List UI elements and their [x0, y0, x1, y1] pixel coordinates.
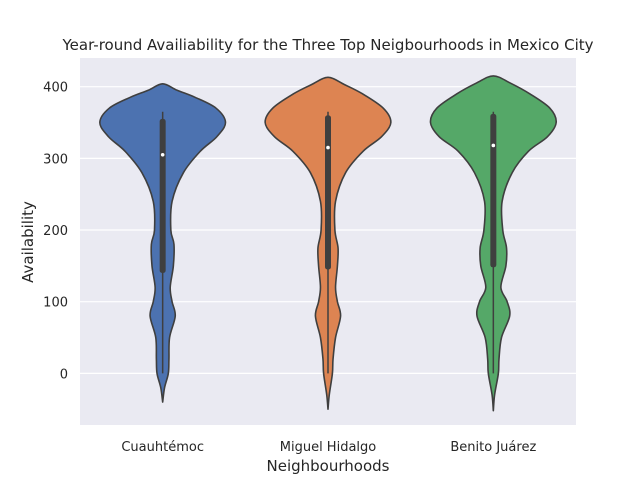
violin-iqr-box-0: [159, 118, 166, 274]
x-tick-label-0: Cuauhtémoc: [121, 440, 204, 455]
violins: [99, 75, 557, 412]
violin-median-1: [326, 145, 330, 150]
x-tick-label-2: Benito Juárez: [450, 440, 536, 455]
x-tick-labels: Cuauhtémoc Miguel Hidalgo Benito Juárez: [121, 440, 536, 455]
violin-median-0: [160, 152, 165, 157]
y-tick-label-400: 400: [43, 81, 68, 96]
y-tick-label-300: 300: [43, 152, 68, 167]
violin-median-2: [491, 143, 496, 148]
y-axis-label: Availability: [19, 201, 37, 283]
y-tick-labels: 0 100 200 300 400: [43, 81, 68, 383]
violin-iqr-box-2: [490, 113, 497, 268]
x-axis-label: Neighbourhoods: [267, 457, 390, 475]
chart-title: Year-round Availiability for the Three T…: [61, 36, 593, 54]
violin-iqr-box-1: [325, 115, 331, 270]
x-tick-label-1: Miguel Hidalgo: [280, 440, 377, 455]
y-tick-label-0: 0: [60, 367, 68, 382]
y-tick-label-100: 100: [43, 296, 68, 311]
y-tick-label-200: 200: [43, 224, 68, 239]
